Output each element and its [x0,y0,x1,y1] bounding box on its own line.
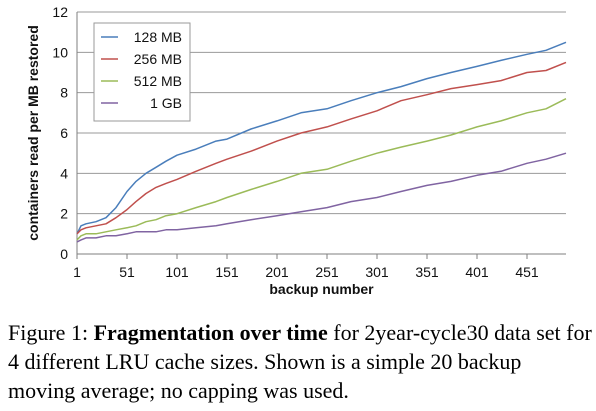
y-tick-label: 0 [60,246,68,262]
legend-label: 512 MB [134,73,182,89]
y-tick-label: 8 [60,85,68,101]
x-axis-ticks: 1 51 101 151 201 251 301 351 401 451 [73,254,539,280]
y-tick-label: 10 [52,44,68,60]
caption-bold-title: Fragmentation over time [93,320,328,345]
legend-label: 1 GB [150,95,182,111]
x-tick-label: 101 [165,264,189,280]
x-tick-label: 351 [415,264,439,280]
x-tick-label: 201 [265,264,289,280]
y-tick-label: 6 [60,125,68,141]
y-axis-title: containers read per MB restored [25,25,41,241]
y-axis-ticks: 0 2 4 6 8 10 12 [52,4,68,262]
x-tick-label: 451 [515,264,539,280]
y-tick-label: 4 [60,165,68,181]
series-line-0 [76,41,567,235]
series-line-3 [76,152,567,243]
series-line-1 [76,61,567,235]
figure-caption: Figure 1: Fragmentation over time for 2y… [8,318,592,405]
series-line-2 [76,98,567,241]
x-tick-label: 301 [365,264,389,280]
caption-text: for 2year-cycle30 data set for 4 differe… [8,320,592,403]
x-tick-label: 151 [215,264,239,280]
y-tick-label: 12 [52,4,68,20]
plot-area [76,12,566,255]
legend-label: 256 MB [134,51,182,67]
x-tick-label: 1 [73,264,81,280]
legend-box [93,22,191,122]
legend-label: 128 MB [134,29,182,45]
x-tick-label: 401 [465,264,489,280]
x-tick-label: 51 [119,264,135,280]
series-layer [76,41,567,243]
y-tick-label: 2 [60,206,68,222]
x-tick-label: 251 [315,264,339,280]
caption-prefix: Figure 1: [8,320,94,345]
legend: 128 MB 256 MB 512 MB 1 GB [93,22,191,122]
x-axis-title: backup number [269,281,374,297]
chart: 0 2 4 6 8 10 12 1 51 101 151 201 251 301 351 401 451 co… [25,4,567,297]
